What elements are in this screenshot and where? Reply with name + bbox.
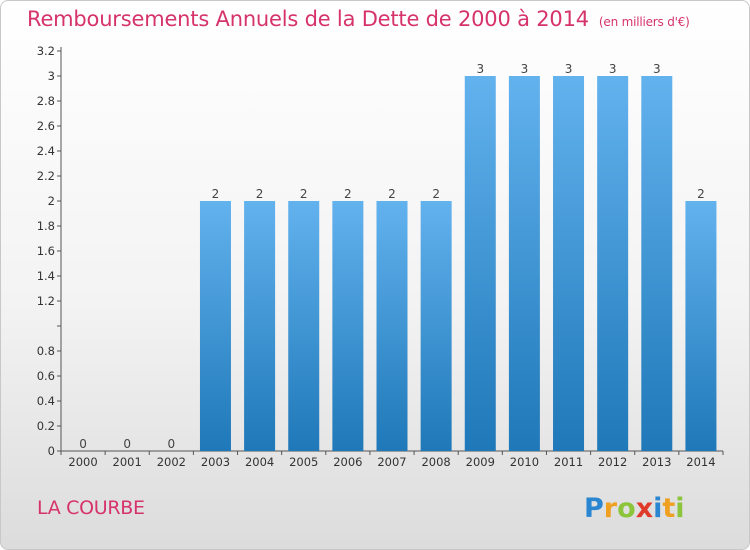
data-label-2011: 3 (565, 62, 573, 76)
data-label-2008: 2 (432, 187, 440, 201)
y-tick-label: 0.4 (37, 394, 55, 408)
bar-2005 (288, 201, 320, 451)
chart-title-text: Remboursements Annuels de la Dette de 20… (27, 7, 589, 31)
data-label-2009: 3 (476, 62, 484, 76)
y-axis: 0 0.2 0.4 0.6 0.8 1.2 1.4 1.6 1.8 2 2.2 2.4 2.6 2.8 3 3… (37, 44, 62, 458)
bar-2013 (641, 76, 673, 451)
data-label-2014: 2 (697, 187, 705, 201)
bar-2011 (553, 76, 585, 451)
x-tick-label-2008: 2008 (421, 455, 450, 469)
x-tick-label-2012: 2012 (598, 455, 627, 469)
y-tick-label: 2 (48, 194, 55, 208)
x-tick-label-2006: 2006 (333, 455, 362, 469)
y-tick-label: 2.6 (37, 119, 55, 133)
x-tick-label-2007: 2007 (377, 455, 406, 469)
x-tick-label-2010: 2010 (510, 455, 539, 469)
commune-name: LA COURBE (37, 497, 145, 519)
data-label-2013: 3 (653, 62, 661, 76)
y-tick-label: 1.2 (37, 294, 55, 308)
x-axis: 2000 2001 2002 2003 2004 2005 2006 2007 2008 2009… (60, 450, 724, 469)
y-tick-label: 1.4 (37, 269, 55, 283)
data-label-2002: 0 (168, 437, 176, 451)
y-tick-label: 2.8 (37, 94, 55, 108)
x-tick-label-2014: 2014 (686, 455, 715, 469)
x-tick-label-2003: 2003 (201, 455, 230, 469)
data-label-2005: 2 (300, 187, 308, 201)
data-label-2007: 2 (388, 187, 396, 201)
bar-2009 (464, 76, 496, 451)
bar-2006 (332, 201, 364, 451)
y-tick-label: 0.8 (37, 344, 55, 358)
x-tick-label-2001: 2001 (113, 455, 142, 469)
bar-2008 (420, 201, 452, 451)
y-tick-label: 3 (48, 69, 55, 83)
x-tick-label-2004: 2004 (245, 455, 274, 469)
data-label-2000: 0 (79, 437, 87, 451)
chart-title: Remboursements Annuels de la Dette de 20… (27, 7, 690, 31)
data-label-2001: 0 (123, 437, 131, 451)
bar-2003 (199, 201, 231, 451)
bar-2007 (376, 201, 408, 451)
x-tick-label-2000: 2000 (68, 455, 97, 469)
bar-2010 (508, 76, 540, 451)
svg-text:Proxiti: Proxiti (584, 493, 685, 524)
bar-2004 (244, 201, 276, 451)
bar-2012 (597, 76, 629, 451)
y-tick-label: 1.6 (37, 244, 55, 258)
y-tick-label: 3.2 (37, 44, 55, 58)
proxiti-logo: Proxiti (584, 493, 685, 524)
y-tick-label: 0 (48, 444, 55, 458)
y-tick-label: 2.4 (37, 144, 55, 158)
chart-unit: (en milliers d'€) (598, 15, 690, 29)
data-label-2004: 2 (256, 187, 264, 201)
y-tick-label: 0.2 (37, 419, 55, 433)
data-label-2010: 3 (521, 62, 529, 76)
data-labels: 0 0 0 2 2 2 2 2 2 3 3 3 3 3 2 (79, 62, 705, 451)
x-tick-label-2002: 2002 (157, 455, 186, 469)
bar-2014 (685, 201, 717, 451)
bars (199, 76, 717, 451)
x-tick-label-2009: 2009 (466, 455, 495, 469)
y-tick-label: 1.8 (37, 219, 55, 233)
x-tick-label-2011: 2011 (554, 455, 583, 469)
y-tick-label: 2.2 (37, 169, 55, 183)
x-tick-label-2013: 2013 (642, 455, 671, 469)
x-tick-label-2005: 2005 (289, 455, 318, 469)
data-label-2012: 3 (609, 62, 617, 76)
data-label-2003: 2 (212, 187, 220, 201)
y-tick-label: 0.6 (37, 369, 55, 383)
data-label-2006: 2 (344, 187, 352, 201)
